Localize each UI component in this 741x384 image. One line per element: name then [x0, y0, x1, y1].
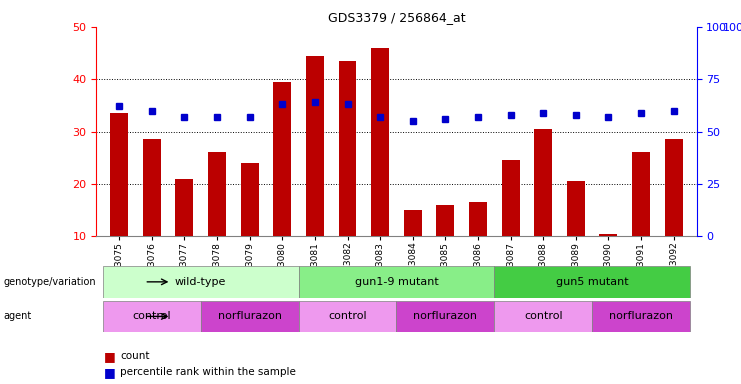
- Bar: [201, 301, 299, 332]
- Bar: [665, 139, 682, 236]
- Text: norflurazon: norflurazon: [609, 311, 673, 321]
- Bar: [273, 82, 291, 236]
- Bar: [103, 266, 299, 298]
- Text: control: control: [524, 311, 562, 321]
- Bar: [371, 48, 389, 236]
- Bar: [103, 301, 201, 332]
- Text: ■: ■: [104, 350, 116, 363]
- Text: wild-type: wild-type: [175, 277, 227, 287]
- Bar: [176, 179, 193, 236]
- Bar: [632, 152, 650, 236]
- Text: count: count: [120, 351, 150, 361]
- Bar: [494, 301, 592, 332]
- Bar: [306, 56, 324, 236]
- Bar: [110, 113, 128, 236]
- Bar: [469, 202, 487, 236]
- Bar: [396, 301, 494, 332]
- Text: gun1-9 mutant: gun1-9 mutant: [354, 277, 439, 287]
- Bar: [567, 181, 585, 236]
- Bar: [404, 210, 422, 236]
- Text: norflurazon: norflurazon: [218, 311, 282, 321]
- Bar: [502, 160, 519, 236]
- Bar: [339, 61, 356, 236]
- Bar: [599, 233, 617, 236]
- Text: percentile rank within the sample: percentile rank within the sample: [120, 367, 296, 377]
- Bar: [494, 266, 690, 298]
- Bar: [299, 266, 494, 298]
- Bar: [241, 163, 259, 236]
- Text: genotype/variation: genotype/variation: [4, 277, 96, 287]
- Text: ■: ■: [104, 366, 116, 379]
- Text: agent: agent: [4, 311, 32, 321]
- Text: control: control: [133, 311, 171, 321]
- Text: control: control: [328, 311, 367, 321]
- Text: norflurazon: norflurazon: [413, 311, 477, 321]
- Bar: [592, 301, 690, 332]
- Bar: [534, 129, 552, 236]
- Bar: [436, 205, 454, 236]
- Title: GDS3379 / 256864_at: GDS3379 / 256864_at: [328, 11, 465, 24]
- Bar: [143, 139, 161, 236]
- Text: gun5 mutant: gun5 mutant: [556, 277, 628, 287]
- Bar: [299, 301, 396, 332]
- Y-axis label: 100%: 100%: [722, 23, 741, 33]
- Bar: [208, 152, 226, 236]
